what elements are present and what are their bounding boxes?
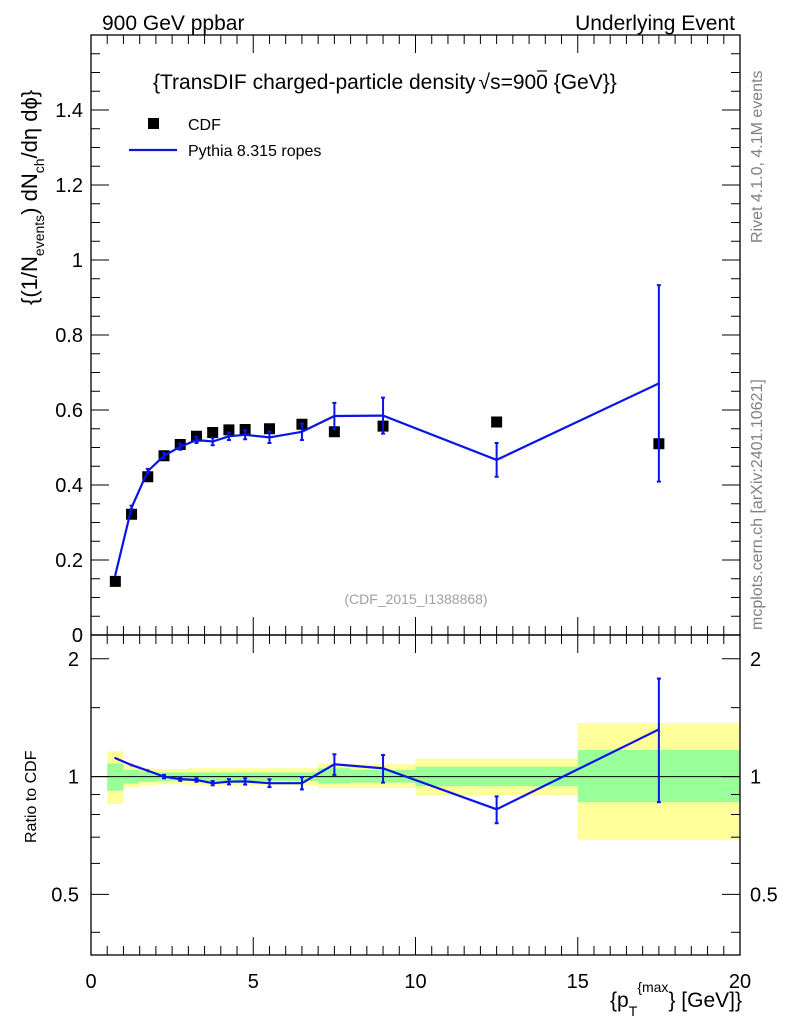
- cdf-point: [491, 416, 503, 428]
- plot-title-sqrt: √: [479, 71, 491, 94]
- ylabel-part-2: events: [31, 215, 47, 256]
- cdf-point: [109, 575, 121, 587]
- plot-title-main: {TransDIF charged-particle density: [153, 71, 476, 94]
- cdf-point: [223, 424, 235, 436]
- legend-cdf-label: CDF: [188, 117, 221, 134]
- ratio-stat-band: [318, 768, 351, 784]
- mcplots-label: mcplots.cern.ch [arXiv:2401.10621]: [749, 379, 766, 630]
- x-tick-label: 15: [567, 971, 589, 993]
- ratio-y-tick-label-right: 0.5: [750, 884, 778, 906]
- x-tick-label: 10: [404, 971, 426, 993]
- cdf-point: [263, 423, 275, 435]
- x-axis-label: {pT {max} [GeV]}: [610, 979, 742, 1019]
- main-plot: 0 0.2 0.4 0.6 0.8 1 1.2 1.4 {TransDIF charged-p…: [17, 34, 741, 647]
- rivet-label: Rivet 4.1.0, 4.1M events: [749, 70, 766, 243]
- x-tick-label: 20: [729, 971, 751, 993]
- ratio-axis-ticks: 0.5 0.51 12 20 5 10 15 20: [51, 635, 778, 993]
- main-y-tick-label: 0.4: [55, 475, 83, 497]
- ratio-y-tick-label: 0.5: [51, 884, 79, 906]
- ylabel-part-1: {(1/N: [17, 256, 42, 305]
- ratio-y-tick-label-right: 2: [750, 649, 761, 671]
- main-y-tick-label: 0.2: [55, 550, 83, 572]
- cdf-point: [126, 508, 138, 520]
- ratio-plot: 0.5 0.51 12 20 5 10 15 20 Ratio to CDF {pT{max}…: [23, 634, 778, 1019]
- ratio-bands-layer: [91, 723, 740, 840]
- ratio-y-tick-label-right: 1: [750, 767, 761, 789]
- plot-title-s: s=900 {GeV}}: [490, 71, 617, 94]
- cdf-point: [142, 471, 154, 483]
- analysis-id: (CDF_2015_I1388868): [344, 591, 487, 607]
- xlabel-part-2: T: [629, 1003, 638, 1019]
- main-y-tick-label: 0.6: [55, 400, 83, 422]
- ratio-stat-band: [107, 763, 124, 791]
- ylabel-part-3: ) dN: [17, 173, 42, 215]
- main-y-tick-label: 1: [72, 250, 83, 272]
- x-tick-label: 0: [85, 971, 96, 993]
- main-y-tick-label: 1.2: [55, 175, 83, 197]
- main-y-axis-label: {(1/Nevents) dNch/dη dϕ}: [17, 90, 47, 305]
- ylabel-part-5: /dη dϕ}: [17, 90, 42, 159]
- main-data-layer: [109, 284, 665, 587]
- xlabel-part-4: } [GeV]}: [668, 989, 742, 1012]
- ratio-data-layer: [114, 677, 661, 825]
- main-y-tick-label: 0: [72, 625, 83, 647]
- legend: CDF Pythia 8.315 ropes: [129, 117, 321, 160]
- ratio-y-tick-label: 2: [68, 649, 79, 671]
- xlabel-part-1: {p: [610, 989, 629, 1012]
- cdf-point: [328, 426, 340, 438]
- ratio-y-tick-label: 1: [68, 767, 79, 789]
- plot-title: {TransDIF charged-particle density √s=900…: [153, 71, 617, 94]
- header-left: 900 GeV ppbar: [102, 12, 244, 35]
- header-right: Underlying Event: [575, 12, 735, 35]
- pythia-line: [114, 382, 660, 576]
- legend-pythia-label: Pythia 8.315 ropes: [188, 143, 321, 160]
- xlabel-part-3: {max: [637, 979, 668, 995]
- ylabel-part-4: ch: [31, 158, 47, 173]
- main-axis-ticks: 0 0.2 0.4 0.6 0.8 1 1.2 1.4: [55, 34, 741, 647]
- cdf-point: [207, 427, 219, 438]
- main-y-tick-label: 0.8: [55, 325, 83, 347]
- ratio-y-axis-label: Ratio to CDF: [23, 750, 40, 843]
- legend-cdf-marker: [148, 118, 159, 129]
- main-y-tick-label: 1.4: [55, 100, 83, 122]
- x-tick-label: 5: [248, 971, 259, 993]
